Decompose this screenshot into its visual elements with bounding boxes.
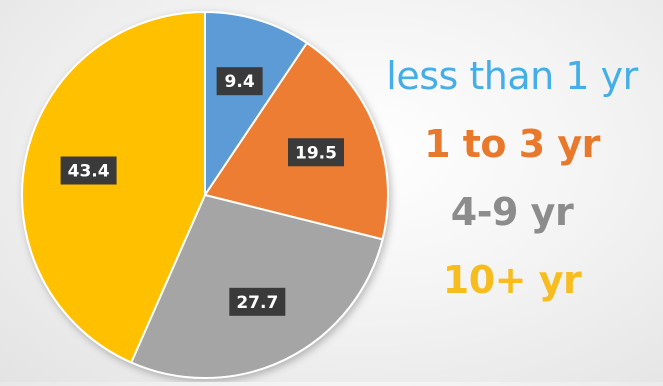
- legend-entry-less-than-1-yr: less than 1 yr: [386, 54, 638, 98]
- legend-entry-4-9-yr: 4-9 yr: [450, 190, 574, 234]
- data-label-text: 19.5: [295, 143, 337, 163]
- data-label-text: 27.7: [236, 293, 278, 313]
- pie-slices: [21, 10, 389, 379]
- pie-slice-4-9-yr: [129, 193, 384, 379]
- data-label-box: [288, 138, 345, 167]
- chart-legend: less than 1 yr 1 to 3 yr 4-9 yr 10+ yr: [372, 42, 652, 314]
- legend-entry-1-to-3-yr: 1 to 3 yr: [424, 122, 600, 166]
- data-label-box: [216, 67, 263, 96]
- data-label-4-9-yr: 27.7: [229, 287, 286, 316]
- data-label-less-than-1-yr: 9.4: [216, 67, 263, 96]
- data-label-10-plus-yr: 43.4: [60, 156, 117, 185]
- legend-entry-10-plus-yr: 10+ yr: [442, 258, 582, 302]
- data-label-box: [229, 287, 286, 316]
- pie-slice-less-than-1-yr: [204, 10, 309, 199]
- data-label-text: 9.4: [225, 72, 255, 92]
- data-label-1-to-3-yr: 19.5: [288, 138, 345, 167]
- data-label-text: 43.4: [68, 162, 110, 182]
- data-label-box: [60, 156, 117, 185]
- pie-slice-10-plus-yr: [21, 10, 206, 364]
